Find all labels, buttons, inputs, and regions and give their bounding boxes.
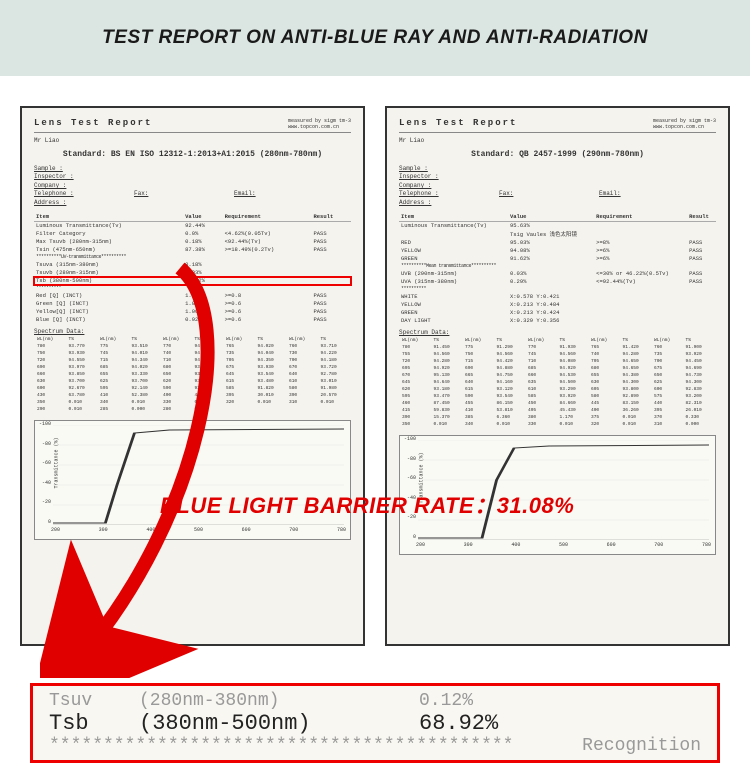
table-row: Green [Q] (INCT)1.00>=0.6PASS (34, 300, 351, 308)
x-axis: 200300400500600700780 (416, 542, 711, 552)
meta-block: Sample : Inspector : Company : Telephone… (399, 165, 716, 207)
table-row: Tsig Vaules 浅色太阳镜 (399, 230, 716, 239)
report-measured: measured by sigm tm-3www.topcon.com.cn (653, 118, 716, 130)
tester-line: Mr Liao (399, 137, 716, 144)
zoom-row-next: ****************************************… (49, 736, 701, 756)
table-row: WHITEX:0.578 Y:0.421 (399, 293, 716, 301)
meta-email: Email: (599, 190, 639, 198)
table-row: YELLOWX:0.213 Y:0.484 (399, 301, 716, 309)
header-band: TEST REPORT ON ANTI-BLUE RAY AND ANTI-RA… (0, 0, 750, 76)
meta-address: Address : (34, 199, 74, 207)
meta-inspector: Inspector : (34, 173, 74, 181)
table-row: Yellow[Q] (INCT)1.00>=0.6PASS (34, 308, 351, 316)
x-axis: 200300400500600700780 (51, 527, 346, 537)
spectrum-table: WL(nm)T%WL(nm)T%WL(nm)T%WL(nm)T%WL(nm)T%… (399, 336, 716, 429)
report-right: Lens Test Report measured by sigm tm-3ww… (385, 106, 730, 646)
table-row: **********Mean transmittance********** (399, 263, 716, 270)
zoom-row-prev: Tsuv (280nm-380nm) 0.12% (49, 691, 701, 711)
table-row: UVA (315nm-380nm)0.29%<=92.44%(Tv)PASS (399, 278, 716, 286)
table-row: Tsin (475nm-650nm)87.38%>=18.49%(0.2Tv)P… (34, 246, 351, 254)
meta-company: Company : (399, 182, 439, 190)
meta-email: Email: (234, 190, 274, 198)
meta-fax: Fax: (499, 190, 539, 198)
meta-address: Address : (399, 199, 439, 207)
y-axis: -100-80-60-40-200 (37, 421, 51, 525)
table-row: UVB (290nm-315nm)0.03%<=30% or 46.22%(0.… (399, 270, 716, 278)
zoom-tsb-range: (380nm-500nm) (139, 711, 419, 736)
table-row: **********UV-transmittance********** (34, 254, 351, 261)
report-left: Lens Test Report measured by sigm tm-3ww… (20, 106, 365, 646)
table-row: Blue [Q] (INCT)0.92>=0.6PASS (34, 316, 351, 324)
callout-text: BLUE LIGHT BARRIER RATE：31.08% (160, 488, 574, 520)
table-row: DAY LIGHTX:0.329 Y:0.356 (399, 317, 716, 325)
standard-line: Standard: QB 2457-1999 (290nm-780nm) (399, 150, 716, 159)
tsb-highlight-row: Tsb (380nm-500nm)68.92% (34, 277, 351, 285)
meta-fax: Fax: (134, 190, 174, 198)
report-header: Lens Test Report measured by sigm tm-3ww… (399, 118, 716, 133)
meta-sample: Sample : (399, 165, 439, 173)
table-row: RED95.03%>=8%PASS (399, 239, 716, 247)
zoom-tsb-label: Tsb (49, 711, 139, 736)
transmittance-chart: Transmittance (%) -100-80-60-40-200 2003… (34, 420, 351, 540)
meta-block: Sample : Inspector : Company : Telephone… (34, 165, 351, 207)
table-row: Tsuva (315nm-380nm)0.18% (34, 261, 351, 269)
page-title: TEST REPORT ON ANTI-BLUE RAY AND ANTI-RA… (102, 27, 648, 49)
table-row: Luminous Transmittance(Tv)92.44% (34, 221, 351, 230)
table-row: Max Tsuvb (280nm-315nm)0.18%<92.44%(Tv)P… (34, 238, 351, 246)
table-row: Tsuvb (280nm-315nm)0.03% (34, 269, 351, 277)
reports-container: Lens Test Report measured by sigm tm-3ww… (0, 76, 750, 656)
meta-inspector: Inspector : (399, 173, 439, 181)
report-title: Lens Test Report (34, 118, 152, 130)
meta-tel: Telephone : (34, 190, 74, 198)
results-table: ItemValueRequirementResult Luminous Tran… (34, 213, 351, 324)
meta-company: Company : (34, 182, 74, 190)
table-row: GREENX:0.213 Y:0.424 (399, 309, 716, 317)
table-row: Red [Q] (INCT)1.03>=0.8PASS (34, 292, 351, 300)
results-table: ItemValueRequirementResult Luminous Tran… (399, 213, 716, 325)
spectrum-table: WL(nm)T%WL(nm)T%WL(nm)T%WL(nm)T%WL(nm)T%… (34, 335, 351, 414)
meta-sample: Sample : (34, 165, 74, 173)
table-row: ********** (399, 286, 716, 293)
standard-line: Standard: BS EN ISO 12312-1:2013+A1:2015… (34, 150, 351, 159)
table-row: ********** (34, 285, 351, 292)
report-header: Lens Test Report measured by sigm tm-3ww… (34, 118, 351, 133)
table-row: YELLOW94.08%>=6%PASS (399, 247, 716, 255)
table-row: GREEN91.62%>=6%PASS (399, 255, 716, 263)
zoom-detail: Tsuv (280nm-380nm) 0.12% Tsb (380nm-500n… (30, 683, 720, 763)
table-row: Luminous Transmittance(Tv)95.63% (399, 221, 716, 230)
tester-line: Mr Liao (34, 137, 351, 144)
spectrum-header: Spectrum Data: (34, 328, 351, 335)
spectrum-header: Spectrum Data: (399, 329, 716, 336)
report-measured: measured by sigm tm-3www.topcon.com.cn (288, 118, 351, 130)
zoom-tsb-value: 68.92% (419, 711, 579, 736)
meta-tel: Telephone : (399, 190, 439, 198)
table-row: Filter Category0.0%<4.62%(0.05Tv)PASS (34, 230, 351, 238)
report-title: Lens Test Report (399, 118, 517, 130)
zoom-row-tsb: Tsb (380nm-500nm) 68.92% (49, 711, 701, 736)
